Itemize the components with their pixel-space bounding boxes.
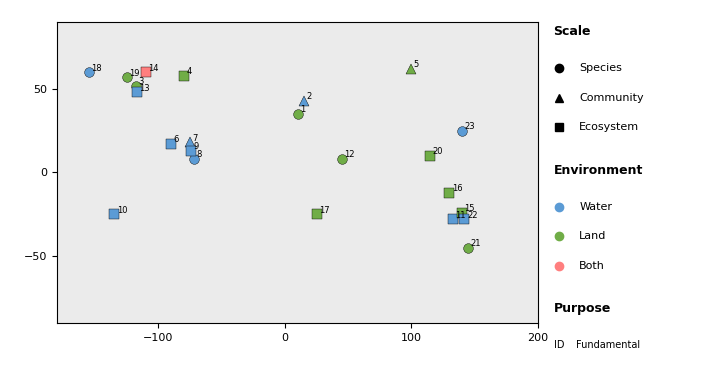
Text: 18: 18 (92, 63, 102, 73)
Bar (57, 22, 538, 323)
Text: Ecosystem: Ecosystem (579, 122, 640, 132)
Text: 19: 19 (129, 69, 140, 77)
Text: Both: Both (579, 261, 605, 271)
Text: ID: ID (554, 340, 564, 350)
Text: Purpose: Purpose (554, 302, 611, 315)
Text: 9: 9 (194, 142, 199, 151)
Text: Scale: Scale (554, 25, 591, 38)
Text: 10: 10 (117, 206, 128, 215)
Text: 4: 4 (186, 67, 191, 76)
Text: 5: 5 (414, 60, 419, 69)
Text: 8: 8 (196, 150, 201, 159)
Text: Environment: Environment (554, 164, 643, 177)
Text: 23: 23 (465, 122, 475, 131)
Text: 16: 16 (452, 184, 462, 193)
Text: Water: Water (579, 201, 612, 212)
Text: 21: 21 (471, 239, 481, 248)
Text: 12: 12 (344, 150, 355, 159)
Text: 14: 14 (148, 63, 159, 73)
Text: 2: 2 (306, 92, 312, 101)
Text: 17: 17 (319, 206, 330, 215)
Text: Species: Species (579, 63, 622, 73)
Text: Fundamental: Fundamental (576, 340, 640, 350)
Text: 13: 13 (140, 84, 150, 92)
Text: 6: 6 (174, 135, 179, 144)
Text: 22: 22 (467, 211, 478, 219)
Text: 1: 1 (300, 105, 305, 114)
Text: 15: 15 (465, 204, 475, 213)
Text: 7: 7 (193, 134, 198, 143)
Text: 3: 3 (138, 77, 143, 86)
Text: Land: Land (579, 231, 607, 241)
Text: 11: 11 (455, 211, 466, 219)
Text: 20: 20 (433, 147, 443, 156)
Text: Community: Community (579, 92, 644, 103)
